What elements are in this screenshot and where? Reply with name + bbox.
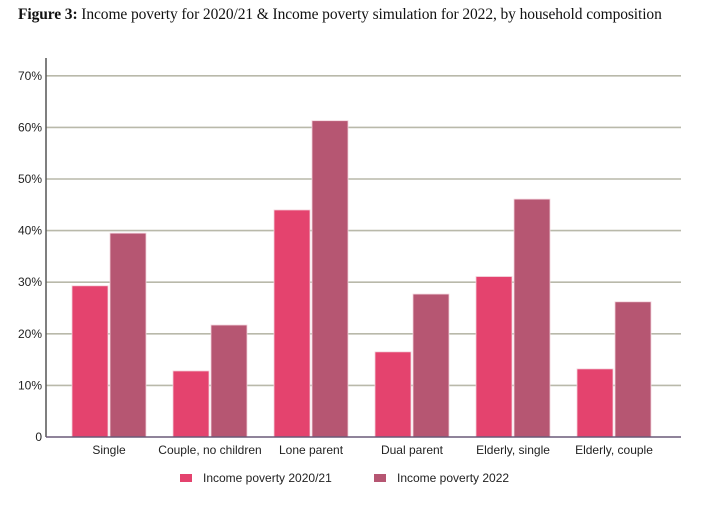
figure-label: Figure 3: (18, 6, 78, 23)
legend-swatch-2020-21 (180, 474, 192, 482)
bar-2022 (513, 198, 551, 438)
x-tick-label: Couple, no children (158, 443, 261, 457)
bar-2022 (311, 120, 349, 438)
bar-2022 (614, 301, 652, 438)
legend-label: Income poverty 2022 (397, 471, 509, 485)
bar-2022 (412, 293, 450, 438)
legend-label: Income poverty 2020/21 (203, 471, 332, 485)
legend: Income poverty 2020/21 Income poverty 202… (180, 471, 509, 485)
gridlines (46, 75, 681, 387)
y-tick-label: 40% (18, 224, 42, 238)
y-tick-label: 10% (18, 378, 42, 392)
bar-2020-21 (273, 209, 311, 438)
y-tick-labels: 0 10% 20% 30% 40% 50% 60% 70% (18, 69, 42, 444)
bar-2022 (210, 324, 248, 438)
bar-2020-21 (374, 351, 412, 438)
x-tick-label: Elderly, couple (575, 443, 653, 457)
y-tick-label: 60% (18, 120, 42, 134)
axes (45, 58, 681, 438)
y-tick-label: 50% (18, 172, 42, 186)
y-tick-label: 30% (18, 275, 42, 289)
y-tick-label: 20% (18, 327, 42, 341)
figure-caption: Income poverty for 2020/21 & Income pove… (81, 6, 662, 23)
x-tick-label: Dual parent (381, 443, 444, 457)
bar-2020-21 (71, 285, 109, 438)
figure-title: Figure 3: Income poverty for 2020/21 & I… (18, 6, 717, 24)
x-tick-labels: Single Couple, no children Lone parent Dual… (92, 443, 653, 457)
bar-2022 (109, 232, 147, 438)
legend-swatch-2022 (374, 474, 386, 482)
x-tick-label: Elderly, single (476, 443, 550, 457)
y-tick-label: 70% (18, 69, 42, 83)
x-tick-label: Single (92, 443, 126, 457)
bars (71, 120, 652, 438)
bar-2020-21 (172, 370, 210, 438)
bar-2020-21 (576, 368, 614, 438)
y-tick-label: 0 (35, 430, 42, 444)
x-tick-label: Lone parent (279, 443, 344, 457)
bar-2020-21 (475, 276, 513, 438)
